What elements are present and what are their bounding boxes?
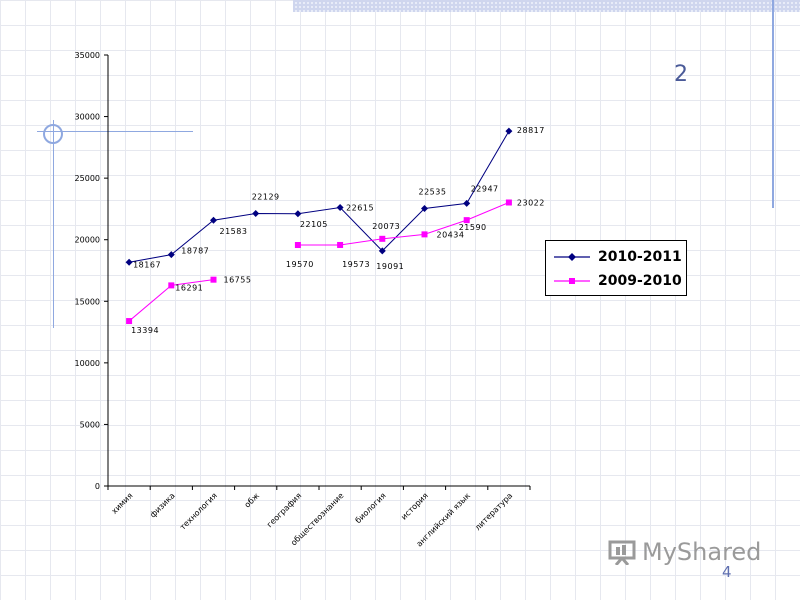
series-markers [125, 127, 513, 325]
data-label-series-2: 21590 [459, 223, 487, 232]
data-label-series-2: 16755 [224, 276, 252, 285]
data-label-series-2: 20434 [437, 230, 465, 239]
data-label-series-1: 28817 [517, 126, 545, 135]
x-tick-label: литература [473, 491, 514, 532]
logo-text: MyShared [642, 538, 762, 566]
data-point-series-1 [167, 251, 175, 259]
y-tick-label: 10000 [75, 359, 100, 368]
y-tick-label: 35000 [75, 51, 100, 60]
data-point-series-2 [126, 318, 133, 325]
page-number: 4 [722, 563, 732, 581]
data-point-series-1 [125, 258, 133, 266]
y-tick-label: 25000 [75, 174, 100, 183]
data-point-series-2 [337, 241, 344, 248]
decor-line-horizontal [37, 131, 193, 132]
data-label-series-1: 22947 [471, 184, 499, 193]
slide-section-number: 2 [674, 62, 688, 87]
chart-legend: 2010-2011 2009-2010 [545, 240, 687, 296]
data-label-series-1: 22105 [300, 220, 328, 229]
data-label-series-2: 23022 [517, 199, 545, 208]
data-label-series-2: 13394 [131, 326, 159, 335]
y-tick-label: 0 [95, 482, 100, 491]
legend-swatch-series-2 [554, 278, 590, 284]
data-point-series-1 [294, 210, 302, 218]
data-point-series-1 [463, 199, 471, 207]
presentation-board-icon [608, 540, 636, 565]
legend-item-series-2: 2009-2010 [554, 271, 682, 291]
data-label-series-1: 21583 [220, 227, 248, 236]
y-tick-label: 30000 [75, 113, 100, 122]
y-tick-label: 20000 [75, 236, 100, 245]
y-axis-ticks: 0 5000 10000 15000 20000 25000 30000 35000 [75, 51, 108, 491]
legend-label-series-2: 2009-2010 [598, 273, 682, 289]
x-tick-label: биология [354, 491, 388, 525]
legend-item-series-1: 2010-2011 [554, 247, 682, 267]
data-point-series-1 [421, 204, 428, 212]
chart-axes [107, 55, 530, 487]
data-point-series-1 [505, 127, 513, 135]
x-tick-label: география [265, 491, 303, 529]
data-point-series-1 [210, 216, 217, 224]
data-labels: 18167 18787 21583 22129 22105 22615 19091 22535… [131, 126, 545, 335]
data-label-series-2: 20073 [372, 222, 400, 231]
x-tick-label: обж [243, 491, 261, 509]
data-label-series-2: 19573 [342, 260, 370, 269]
data-label-series-1: 22535 [419, 187, 447, 196]
data-point-series-2 [294, 242, 301, 249]
data-label-series-2: 19570 [286, 260, 314, 269]
header-pattern-band [293, 0, 800, 12]
x-tick-label: физика [148, 491, 177, 520]
data-point-series-2 [463, 217, 470, 224]
series-line-1 [129, 130, 510, 263]
x-tick-label: история [399, 491, 430, 522]
data-point-series-2 [210, 276, 217, 283]
data-label-series-2: 16291 [175, 283, 203, 292]
myshared-logo: MyShared [608, 538, 761, 566]
data-point-series-2 [379, 235, 386, 242]
decor-line-right [772, 0, 774, 208]
data-label-series-1: 18167 [133, 260, 161, 269]
x-tick-label: технология [178, 491, 219, 532]
y-tick-label: 15000 [75, 297, 100, 306]
data-point-series-2 [505, 199, 512, 206]
data-label-series-1: 19091 [376, 262, 404, 271]
decor-circle [43, 124, 63, 144]
decor-line-vertical [53, 120, 54, 328]
data-label-series-1: 22615 [346, 204, 374, 213]
data-point-series-1 [252, 209, 260, 217]
x-tick-label: химия [110, 491, 135, 516]
legend-label-series-1: 2010-2011 [598, 249, 682, 265]
legend-swatch-series-1 [554, 253, 590, 261]
data-point-series-1 [378, 247, 386, 255]
series-line-2 [297, 202, 510, 246]
data-point-series-2 [421, 231, 428, 238]
y-tick-label: 5000 [80, 420, 100, 429]
data-point-series-2 [168, 282, 175, 289]
data-point-series-1 [336, 204, 344, 212]
x-axis-ticks: химия физика технология обж географияобществ… [107, 486, 531, 548]
data-label-series-1: 18787 [181, 247, 209, 256]
data-label-series-1: 22129 [252, 192, 280, 201]
